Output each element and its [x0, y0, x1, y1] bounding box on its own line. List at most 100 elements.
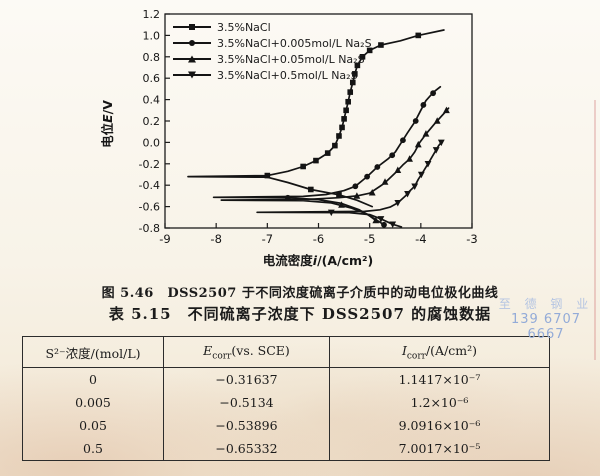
- cell-concentration: 0.005: [22, 391, 164, 414]
- square-marker-icon: [366, 47, 373, 54]
- series-curve: [187, 29, 445, 208]
- cell-concentration: 0: [22, 367, 164, 391]
- table-row: 0.5 −0.65332 7.0017×10⁻⁵: [22, 437, 550, 461]
- circle-marker-icon: [430, 90, 437, 97]
- triangle-down-marker-icon: [404, 190, 411, 198]
- circle-marker-icon: [420, 102, 427, 108]
- cell-concentration: 0.05: [22, 414, 164, 437]
- series-curve: [212, 85, 442, 226]
- triangle-down-marker-icon: [411, 183, 419, 190]
- triangle-up-marker-icon: [414, 140, 422, 148]
- y-tick-label: 0.6: [143, 72, 161, 85]
- triangle-down-marker-icon: [389, 221, 397, 228]
- series-square: [187, 29, 445, 208]
- chart-legend: 3.5%NaCl 3.5%NaCl+0.005mol/L Na₂S 3.5%Na…: [173, 19, 372, 83]
- square-marker-icon: [347, 89, 354, 95]
- legend-line: [173, 55, 211, 63]
- triangle-down-marker-icon: [417, 171, 425, 179]
- table-row: 0.005 −0.5134 1.2×10⁻⁶: [22, 391, 550, 414]
- legend-label: 3.5%NaCl+0.05mol/L Na₂S: [217, 52, 365, 66]
- cell-ecorr: −0.65332: [163, 437, 330, 461]
- watermark: 至 德 钢 业 139 6707 6667: [494, 295, 598, 342]
- square-marker-icon: [359, 54, 366, 60]
- circle-marker-icon: [374, 164, 381, 170]
- scan-edge-streak: [594, 100, 596, 360]
- triangle-up-marker-icon: [394, 166, 402, 174]
- y-tick-label: -0.2: [139, 158, 160, 171]
- legend-line: [173, 71, 211, 79]
- legend-entry-0.5: 3.5%NaCl+0.5mol/L Na₂S: [173, 67, 372, 83]
- y-tick-label: 0.2: [143, 115, 161, 128]
- x-tick-label: -3: [466, 232, 477, 246]
- circle-marker-icon: [400, 137, 406, 144]
- y-tick-label: -0.4: [139, 179, 160, 192]
- cell-icorr: 7.0017×10⁻⁵: [398, 441, 481, 456]
- cell-concentration: 0.5: [22, 437, 164, 461]
- square-marker-icon: [336, 133, 342, 139]
- square-marker-icon: [343, 107, 349, 114]
- chart-axes: -9 -8 -7 -6 -5 -4 -3 1.2 1.0 0.8 0.6 0.4 0.2 0.0 -0.2 -…: [139, 8, 478, 246]
- triangle-down-marker-icon: [327, 209, 335, 217]
- square-marker-icon: [354, 62, 361, 69]
- x-tick-label: -7: [262, 232, 273, 246]
- cell-ecorr: −0.5134: [163, 391, 330, 414]
- y-axis-title: 电位E/V: [100, 100, 115, 148]
- square-marker-icon: [345, 98, 351, 105]
- triangle-up-marker-icon: [422, 130, 430, 137]
- circle-marker-icon: [381, 221, 387, 228]
- figure-caption: 图 5.46 DSS2507 于不同浓度硫离子介质中的动电位极化曲线: [101, 286, 499, 301]
- legend-line: [173, 24, 211, 30]
- triangle-down-marker-icon: [424, 161, 432, 168]
- table-header-row: S²⁻浓度/(mol/L) Ecorr(vs. SCE) Icorr/(A/cm…: [22, 336, 550, 368]
- watermark-phone: 139 6707 6667: [510, 312, 582, 342]
- table-row: 0 −0.31637 1.1417×10⁻⁷: [22, 367, 550, 391]
- cell-ecorr: −0.31637: [163, 367, 330, 391]
- y-tick-label: -0.8: [139, 222, 160, 235]
- triangle-up-marker-icon: [406, 155, 413, 162]
- series-curve: [220, 107, 450, 222]
- chart-series: [187, 29, 450, 228]
- circle-marker-icon: [389, 152, 396, 159]
- triangle-up-marker-icon: [353, 192, 361, 199]
- series-triangle-up: [220, 106, 450, 224]
- triangle-down-marker-icon: [437, 139, 445, 147]
- square-marker-icon: [300, 163, 306, 170]
- square-marker-icon: [341, 116, 347, 122]
- y-tick-label: -0.6: [139, 201, 160, 214]
- triangle-up-marker-icon: [338, 201, 345, 208]
- y-tick-label: 0.0: [143, 136, 161, 149]
- polarization-chart: 电流密度i/(A/cm²) 电位E/V -9 -8 -7 -6 -5 -4 -3 1.2 1.0…: [95, 4, 490, 280]
- triangle-down-marker-icon: [377, 216, 385, 223]
- watermark-company: 至 德 钢 业: [498, 297, 594, 311]
- triangle-up-marker-icon: [188, 55, 196, 63]
- triangle-up-marker-icon: [381, 178, 389, 185]
- circle-marker-icon: [364, 173, 371, 180]
- square-marker-icon: [378, 42, 384, 48]
- triangle-up-marker-icon: [443, 106, 450, 114]
- header-ecorr: Ecorr(vs. SCE): [163, 336, 330, 368]
- header-icorr: Icorr/(A/cm²): [329, 336, 550, 368]
- square-marker-icon: [189, 24, 195, 30]
- legend-label: 3.5%NaCl: [217, 20, 271, 34]
- x-tick-label: -9: [159, 232, 170, 246]
- legend-entry-0.05: 3.5%NaCl+0.05mol/L Na₂S: [173, 51, 372, 67]
- table-title: 表 5.15 不同硫离子浓度下 DSS2507 的腐蚀数据: [108, 305, 492, 323]
- square-marker-icon: [264, 172, 271, 179]
- square-marker-icon: [339, 124, 345, 131]
- triangle-down-marker-icon: [432, 147, 440, 154]
- circle-marker-icon: [189, 40, 195, 46]
- triangle-up-marker-icon: [372, 216, 380, 224]
- series-circle: [212, 85, 442, 228]
- y-tick-label: 1.2: [143, 8, 161, 21]
- cell-icorr: 1.2×10⁻⁶: [410, 395, 469, 410]
- triangle-down-marker-icon: [188, 71, 196, 79]
- cell-icorr: 1.1417×10⁻⁷: [398, 372, 481, 387]
- square-marker-icon: [336, 192, 342, 198]
- y-tick-label: 0.4: [143, 94, 161, 107]
- series-triangle-down: [256, 139, 445, 228]
- square-marker-icon: [308, 186, 314, 193]
- square-marker-icon: [349, 79, 356, 86]
- header-concentration: S²⁻浓度/(mol/L): [22, 336, 164, 368]
- corrosion-data-table: S²⁻浓度/(mol/L) Ecorr(vs. SCE) Icorr/(A/cm…: [22, 336, 550, 461]
